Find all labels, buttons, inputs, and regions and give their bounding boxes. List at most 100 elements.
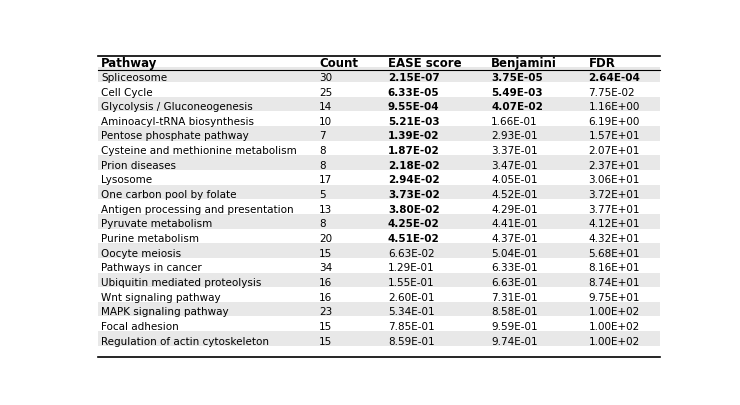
Text: Count: Count	[319, 57, 358, 70]
Text: 5.68E+01: 5.68E+01	[588, 249, 640, 259]
Text: 3.75E-05: 3.75E-05	[491, 73, 543, 83]
Text: 1.39E-02: 1.39E-02	[388, 132, 440, 141]
Text: 3.72E+01: 3.72E+01	[588, 190, 640, 200]
Text: 9.59E-01: 9.59E-01	[491, 322, 538, 332]
Text: Lysosome: Lysosome	[101, 175, 152, 185]
Text: EASE score: EASE score	[388, 57, 462, 70]
Text: 1.66E-01: 1.66E-01	[491, 117, 538, 127]
Text: 8.59E-01: 8.59E-01	[388, 337, 434, 347]
Text: 15: 15	[319, 249, 332, 259]
Text: 1.29E-01: 1.29E-01	[388, 263, 434, 273]
Text: One carbon pool by folate: One carbon pool by folate	[101, 190, 237, 200]
Text: 34: 34	[319, 263, 332, 273]
Text: 8.74E+01: 8.74E+01	[588, 278, 640, 288]
Text: 2.93E-01: 2.93E-01	[491, 132, 538, 141]
Text: 4.37E-01: 4.37E-01	[491, 234, 538, 244]
Text: 15: 15	[319, 322, 332, 332]
Text: Purine metabolism: Purine metabolism	[101, 234, 199, 244]
Bar	[98, 67, 660, 82]
Text: Spliceosome: Spliceosome	[101, 73, 167, 83]
Text: MAPK signaling pathway: MAPK signaling pathway	[101, 307, 229, 318]
Text: Focal adhesion: Focal adhesion	[101, 322, 179, 332]
Text: 2.15E-07: 2.15E-07	[388, 73, 440, 83]
Text: Pathways in cancer: Pathways in cancer	[101, 263, 202, 273]
Text: 4.25E-02: 4.25E-02	[388, 220, 440, 230]
Text: 6.33E-01: 6.33E-01	[491, 263, 538, 273]
Text: 13: 13	[319, 205, 332, 215]
Text: 9.55E-04: 9.55E-04	[388, 102, 440, 112]
Bar	[98, 331, 660, 346]
Text: Benjamini: Benjamini	[491, 57, 557, 70]
Text: 7.31E-01: 7.31E-01	[491, 293, 538, 303]
Text: 15: 15	[319, 337, 332, 347]
Text: 4.05E-01: 4.05E-01	[491, 175, 537, 185]
Text: 1.00E+02: 1.00E+02	[588, 307, 640, 318]
Text: 5.34E-01: 5.34E-01	[388, 307, 434, 318]
Text: 3.47E-01: 3.47E-01	[491, 161, 538, 171]
Text: 2.64E-04: 2.64E-04	[588, 73, 640, 83]
Text: 2.07E+01: 2.07E+01	[588, 146, 640, 156]
Text: 4.41E-01: 4.41E-01	[491, 220, 538, 230]
Bar	[98, 155, 660, 170]
Text: Pentose phosphate pathway: Pentose phosphate pathway	[101, 132, 249, 141]
Text: 6.33E-05: 6.33E-05	[388, 87, 440, 98]
Text: 3.06E+01: 3.06E+01	[588, 175, 640, 185]
Text: 7.85E-01: 7.85E-01	[388, 322, 434, 332]
Text: 9.75E+01: 9.75E+01	[588, 293, 640, 303]
Text: 16: 16	[319, 293, 332, 303]
Text: 6.19E+00: 6.19E+00	[588, 117, 640, 127]
Text: 8: 8	[319, 161, 326, 171]
Text: 6.63E-02: 6.63E-02	[388, 249, 434, 259]
Text: 5: 5	[319, 190, 326, 200]
Bar	[98, 302, 660, 316]
Text: Ubiquitin mediated proteolysis: Ubiquitin mediated proteolysis	[101, 278, 261, 288]
Bar	[98, 126, 660, 141]
Text: 30: 30	[319, 73, 332, 83]
Text: 25: 25	[319, 87, 332, 98]
Text: 9.74E-01: 9.74E-01	[491, 337, 538, 347]
Text: 8: 8	[319, 220, 326, 230]
Bar	[98, 273, 660, 287]
Text: 1.16E+00: 1.16E+00	[588, 102, 640, 112]
Text: Glycolysis / Gluconeogenesis: Glycolysis / Gluconeogenesis	[101, 102, 253, 112]
Text: 2.18E-02: 2.18E-02	[388, 161, 440, 171]
Text: 5.04E-01: 5.04E-01	[491, 249, 537, 259]
Bar	[98, 97, 660, 111]
Text: 5.49E-03: 5.49E-03	[491, 87, 542, 98]
Text: 8.58E-01: 8.58E-01	[491, 307, 538, 318]
Text: Wnt signaling pathway: Wnt signaling pathway	[101, 293, 221, 303]
Text: 4.12E+01: 4.12E+01	[588, 220, 640, 230]
Text: 8: 8	[319, 146, 326, 156]
Text: 1.00E+02: 1.00E+02	[588, 337, 640, 347]
Text: 1.55E-01: 1.55E-01	[388, 278, 434, 288]
Text: FDR: FDR	[588, 57, 616, 70]
Text: Pyruvate metabolism: Pyruvate metabolism	[101, 220, 212, 230]
Text: 4.29E-01: 4.29E-01	[491, 205, 538, 215]
Text: Antigen processing and presentation: Antigen processing and presentation	[101, 205, 294, 215]
Text: 1.87E-02: 1.87E-02	[388, 146, 440, 156]
Bar	[98, 185, 660, 199]
Text: 16: 16	[319, 278, 332, 288]
Text: Prion diseases: Prion diseases	[101, 161, 176, 171]
Text: 2.94E-02: 2.94E-02	[388, 175, 440, 185]
Text: 6.63E-01: 6.63E-01	[491, 278, 538, 288]
Text: Regulation of actin cytoskeleton: Regulation of actin cytoskeleton	[101, 337, 269, 347]
Text: 7: 7	[319, 132, 326, 141]
Text: 3.37E-01: 3.37E-01	[491, 146, 538, 156]
Text: 3.80E-02: 3.80E-02	[388, 205, 440, 215]
Text: Aminoacyl-tRNA biosynthesis: Aminoacyl-tRNA biosynthesis	[101, 117, 254, 127]
Text: 3.77E+01: 3.77E+01	[588, 205, 640, 215]
Text: 20: 20	[319, 234, 332, 244]
Text: 2.37E+01: 2.37E+01	[588, 161, 640, 171]
Text: 4.32E+01: 4.32E+01	[588, 234, 640, 244]
Text: 10: 10	[319, 117, 332, 127]
Text: Oocyte meiosis: Oocyte meiosis	[101, 249, 181, 259]
Text: 4.51E-02: 4.51E-02	[388, 234, 440, 244]
Text: 23: 23	[319, 307, 332, 318]
Bar	[98, 214, 660, 228]
Text: 14: 14	[319, 102, 332, 112]
Text: 1.00E+02: 1.00E+02	[588, 322, 640, 332]
Text: 1.57E+01: 1.57E+01	[588, 132, 640, 141]
Text: 3.73E-02: 3.73E-02	[388, 190, 440, 200]
Text: 4.07E-02: 4.07E-02	[491, 102, 543, 112]
